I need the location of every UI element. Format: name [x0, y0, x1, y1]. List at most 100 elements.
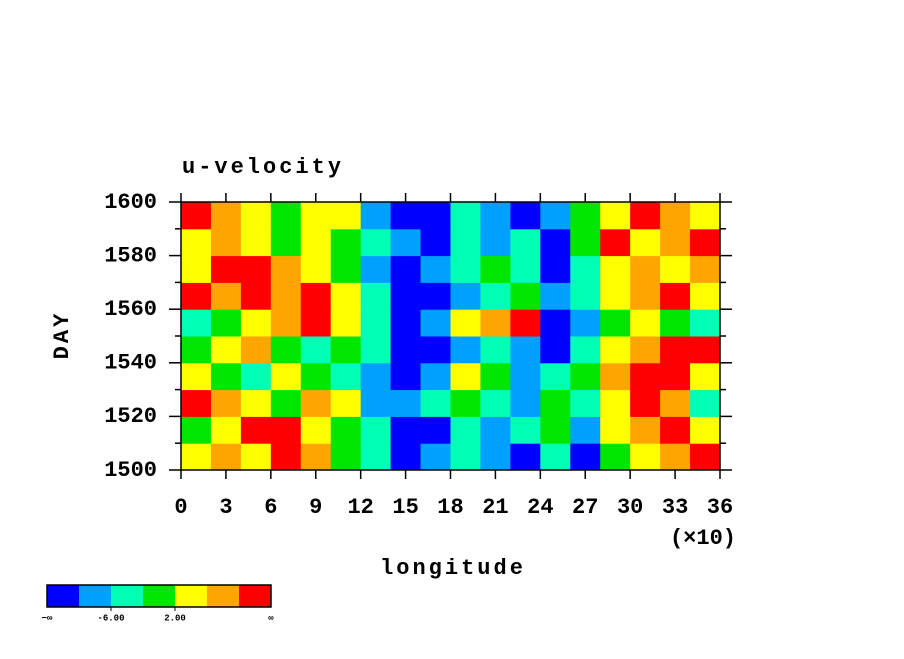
heatmap-cell: [360, 443, 392, 471]
y-axis-label: DAY: [50, 311, 75, 360]
heatmap-cell: [600, 282, 631, 310]
heatmap-cell: [181, 336, 212, 364]
x-axis-multiplier: (×10): [670, 526, 736, 551]
heatmap-cell: [660, 443, 691, 471]
colorbar-swatch: [239, 585, 271, 607]
heatmap-cell: [660, 336, 691, 364]
heatmap-cell: [690, 202, 721, 230]
heatmap-cell: [300, 228, 332, 257]
heatmap-cell: [390, 255, 422, 283]
heatmap-cell: [360, 389, 392, 417]
heatmap-cell: [240, 282, 272, 310]
heatmap-cell: [540, 255, 571, 283]
y-tick-label: 1580: [104, 243, 157, 268]
heatmap-cell: [420, 336, 451, 364]
heatmap-cell: [540, 336, 571, 364]
x-tick-label: 27: [572, 495, 598, 520]
heatmap-cell: [270, 389, 302, 417]
heatmap-cell: [450, 416, 481, 444]
heatmap-cell: [390, 228, 422, 257]
heatmap-cell: [300, 282, 332, 310]
heatmap-cell: [330, 282, 362, 310]
heatmap-cell: [540, 309, 571, 337]
x-tick-label: 0: [174, 495, 187, 520]
heatmap-cell: [210, 416, 242, 444]
heatmap-cell: [300, 255, 332, 283]
heatmap-cell: [630, 336, 661, 364]
heatmap-cell: [630, 228, 661, 257]
heatmap-cell: [360, 202, 392, 230]
heatmap-cell: [660, 228, 691, 257]
heatmap-cell: [420, 228, 451, 257]
heatmap-cell: [450, 362, 481, 391]
colorbar-swatch: [47, 585, 79, 607]
heatmap-cell: [270, 228, 302, 257]
y-tick-label: 1600: [104, 190, 157, 215]
heatmap-cell: [630, 362, 661, 391]
heatmap-cell: [450, 443, 481, 471]
colorbar-swatch: [207, 585, 239, 607]
heatmap-cell: [390, 202, 422, 230]
heatmap-cell: [210, 255, 242, 283]
heatmap-cell: [450, 255, 481, 283]
heatmap-cell: [270, 416, 302, 444]
heatmap-cell: [510, 309, 541, 337]
heatmap-cell: [570, 336, 601, 364]
heatmap-cell: [210, 282, 242, 310]
heatmap-cell: [360, 228, 392, 257]
heatmap-cell: [181, 202, 212, 230]
heatmap-cell: [480, 362, 511, 391]
heatmap-cell: [420, 255, 451, 283]
heatmap-cell: [420, 389, 451, 417]
heatmap-cell: [300, 309, 332, 337]
heatmap-cell: [270, 443, 302, 471]
heatmap-cell: [600, 336, 631, 364]
heatmap-cell: [630, 282, 661, 310]
heatmap-cell: [390, 416, 422, 444]
heatmap-cell: [660, 389, 691, 417]
heatmap-cell: [600, 443, 631, 471]
heatmap-cell: [270, 282, 302, 310]
heatmap-cell: [360, 309, 392, 337]
heatmap-cell: [270, 202, 302, 230]
heatmap-cell: [540, 443, 571, 471]
heatmap-cell: [510, 336, 541, 364]
heatmap-cell: [240, 389, 272, 417]
heatmap-cell: [360, 255, 392, 283]
heatmap-cell: [360, 336, 392, 364]
heatmap-cell: [390, 309, 422, 337]
heatmap-cell: [330, 255, 362, 283]
heatmap-cell: [330, 309, 362, 337]
heatmap-cell: [570, 228, 601, 257]
heatmap-cell: [510, 255, 541, 283]
heatmap-cell: [390, 336, 422, 364]
heatmap-cell: [210, 362, 242, 391]
heatmap-cell: [300, 389, 332, 417]
heatmap-cell: [270, 362, 302, 391]
heatmap-cell: [210, 309, 242, 337]
heatmap-cell: [450, 282, 481, 310]
heatmap-cell: [360, 416, 392, 444]
heatmap-cell: [570, 362, 601, 391]
heatmap-cell: [240, 202, 272, 230]
heatmap-cell: [210, 202, 242, 230]
heatmap-cell: [240, 362, 272, 391]
colorbar-label: 2.00: [164, 613, 186, 623]
x-axis-label: longitude: [380, 556, 526, 581]
heatmap-cell: [240, 443, 272, 471]
colorbar-swatch: [175, 585, 207, 607]
heatmap-cell: [420, 416, 451, 444]
heatmap-cell: [690, 282, 721, 310]
colorbar-label: -6.00: [97, 613, 124, 623]
heatmap-cell: [450, 336, 481, 364]
heatmap-cell: [330, 228, 362, 257]
heatmap-cell: [630, 202, 661, 230]
heatmap-cell: [540, 389, 571, 417]
heatmap-cell: [630, 309, 661, 337]
heatmap-cell: [570, 282, 601, 310]
colorbar-frame: [46, 584, 272, 608]
y-tick-label: 1560: [104, 297, 157, 322]
heatmap-cell: [240, 336, 272, 364]
heatmap-cell: [360, 282, 392, 310]
